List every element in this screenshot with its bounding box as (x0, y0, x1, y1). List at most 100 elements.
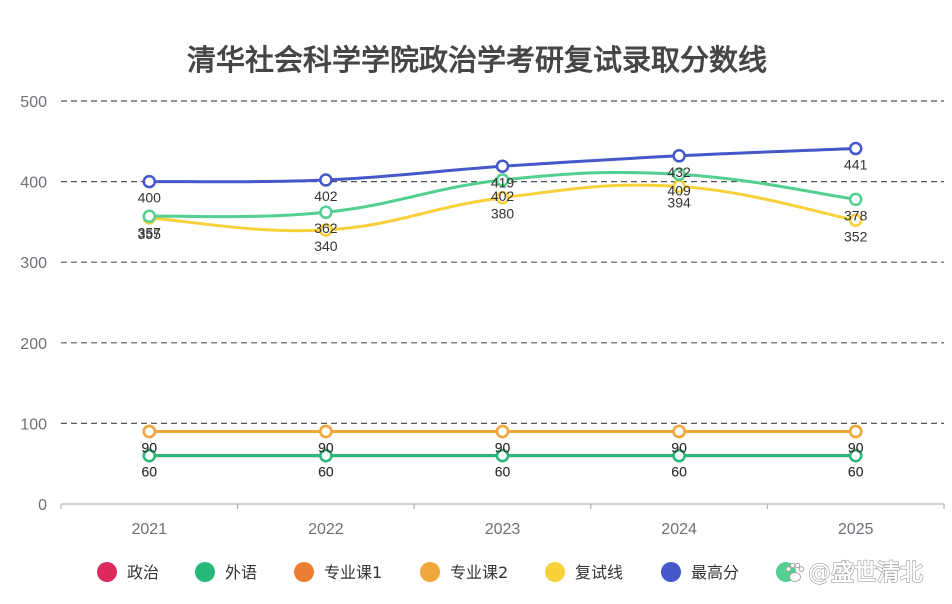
data-label: 90 (495, 439, 511, 455)
legend-label: 外语 (225, 563, 257, 582)
data-point (672, 149, 686, 163)
data-point (495, 159, 510, 174)
data-point (319, 223, 333, 237)
data-label: 402 (314, 188, 338, 204)
data-point (142, 209, 157, 224)
legend-item-politics[interactable]: 政治 (97, 562, 159, 582)
x-tick-label: 2021 (132, 521, 168, 538)
data-label: 352 (844, 228, 868, 244)
y-tick-label: 0 (38, 497, 47, 514)
data-label: 60 (671, 464, 687, 480)
series-series-7 (142, 167, 863, 224)
data-point (672, 167, 686, 182)
y-tick-label: 200 (20, 336, 47, 353)
data-point (495, 448, 510, 463)
data-label: 90 (318, 439, 334, 455)
data-point (495, 424, 510, 439)
data-label: 60 (495, 464, 511, 480)
data-point (495, 190, 510, 205)
x-tick-label: 2024 (661, 521, 697, 538)
data-label: 432 (667, 164, 691, 180)
series-foreign-language (142, 448, 863, 463)
data-label: 380 (491, 206, 515, 222)
y-tick-label: 500 (20, 94, 47, 111)
legend-marker (661, 562, 681, 582)
data-label: 355 (138, 226, 162, 242)
legend-marker (420, 562, 440, 582)
data-label: 90 (318, 439, 334, 455)
data-point (319, 173, 333, 187)
data-label: 90 (848, 439, 864, 455)
x-tick-label: 2025 (838, 521, 874, 538)
x-tick-label: 2023 (485, 521, 521, 538)
data-label: 441 (844, 157, 868, 173)
legend-item-retest-line[interactable]: 复试线 (545, 562, 623, 582)
data-point (319, 424, 333, 439)
data-point (142, 448, 157, 463)
data-label: 340 (314, 238, 338, 254)
y-tick-label: 300 (20, 255, 47, 272)
data-label: 394 (667, 194, 691, 210)
x-tick-label: 2022 (308, 521, 344, 538)
y-tick-label: 100 (20, 416, 47, 433)
data-label: 90 (142, 439, 158, 455)
legend-label: 政治 (127, 563, 159, 582)
data-label: 60 (142, 464, 158, 480)
legend-item-major-course-1[interactable]: 专业课1 (294, 562, 382, 582)
data-label: 90 (671, 439, 687, 455)
data-label: 378 (844, 207, 868, 223)
data-label: 90 (671, 439, 687, 455)
y-tick-label: 400 (20, 175, 47, 192)
legend: 政治 外语 专业课1 专业课2 复试线 最高分 (97, 562, 796, 582)
data-point (142, 174, 157, 189)
data-label: 402 (491, 188, 515, 204)
y-axis: 0 100 200 300 400 500 (20, 94, 47, 514)
series-highest-score (142, 141, 863, 189)
chart-title: 清华社会科学学院政治学考研复试录取分数线 (187, 43, 767, 77)
data-point (672, 448, 686, 463)
data-label: 419 (491, 174, 515, 190)
data-point (672, 424, 686, 439)
legend-marker (294, 562, 314, 582)
data-label: 90 (142, 439, 158, 455)
paw-logo-icon (785, 562, 805, 582)
data-point (319, 448, 333, 463)
data-point (848, 141, 863, 156)
legend-marker (97, 562, 117, 582)
data-label: 60 (142, 464, 158, 480)
data-point (319, 205, 333, 219)
legend-marker (195, 562, 215, 582)
data-point (848, 424, 863, 439)
legend-item-highest-score[interactable]: 最高分 (661, 562, 739, 582)
data-label: 357 (138, 224, 162, 240)
data-label: 60 (848, 464, 864, 480)
data-label: 409 (667, 182, 691, 198)
data-label: 60 (848, 464, 864, 480)
data-point (848, 213, 863, 228)
data-label: 60 (671, 464, 687, 480)
data-label: 60 (318, 464, 334, 480)
series-major-course-2 (142, 424, 863, 439)
data-point (848, 192, 863, 207)
data-point (495, 173, 510, 187)
data-label: 90 (495, 439, 511, 455)
legend-item-major-course-2[interactable]: 专业课2 (420, 562, 508, 582)
data-label: 60 (495, 464, 511, 480)
x-axis: 2021 2022 2023 2024 2025 (60, 503, 945, 538)
legend-label: 复试线 (575, 563, 623, 582)
legend-item-foreign-language[interactable]: 外语 (195, 562, 257, 582)
watermark: @盛世清北 (785, 559, 924, 587)
data-point (848, 448, 863, 463)
data-label: 60 (318, 464, 334, 480)
legend-label: 专业课2 (450, 563, 508, 582)
data-point (142, 424, 157, 439)
legend-label: 最高分 (691, 563, 739, 582)
data-label: 90 (848, 439, 864, 455)
legend-label: 专业课1 (324, 563, 382, 582)
series-layer (142, 141, 863, 463)
watermark-text: @盛世清北 (808, 559, 923, 586)
data-label: 362 (314, 220, 338, 236)
legend-marker (545, 562, 565, 582)
